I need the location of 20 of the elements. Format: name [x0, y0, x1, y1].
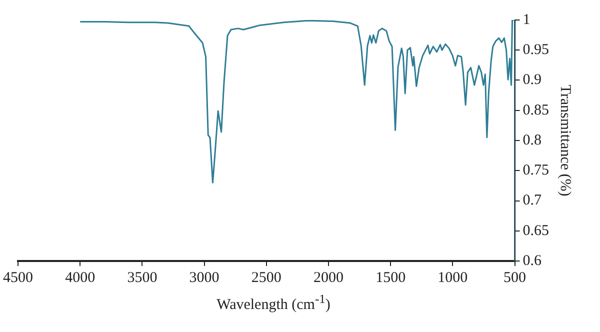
y-axis-title: Transmittance (%): [557, 84, 574, 196]
x-tick-label: 3000: [189, 270, 220, 286]
x-axis-title: Wavelength (cm$^{-1}$): [216, 292, 332, 314]
y-tick-label: 0.9: [522, 72, 542, 88]
x-tick-label: 3500: [127, 270, 158, 286]
y-tick-label: 0.95: [522, 42, 549, 58]
y-tick-label: 0.6: [522, 252, 542, 269]
y-tick-label: 0.75: [522, 162, 549, 179]
y-tick-label: 0.8: [522, 132, 542, 148]
x-tick-label: 500: [504, 270, 526, 286]
y-tick-label: 1: [522, 12, 530, 28]
x-tick-label: 4000: [65, 270, 96, 286]
y-tick-label: 0.65: [522, 222, 549, 239]
y-tick-label: 0.7: [522, 192, 542, 209]
x-tick-label: 1000: [438, 270, 468, 286]
x-tick-label: 1500: [376, 270, 406, 286]
x-tick-label: 4500: [3, 270, 33, 286]
x-tick-label: 2000: [313, 270, 344, 286]
x-tick-label: 2500: [251, 270, 282, 286]
y-tick-label: 0.85: [522, 102, 549, 118]
